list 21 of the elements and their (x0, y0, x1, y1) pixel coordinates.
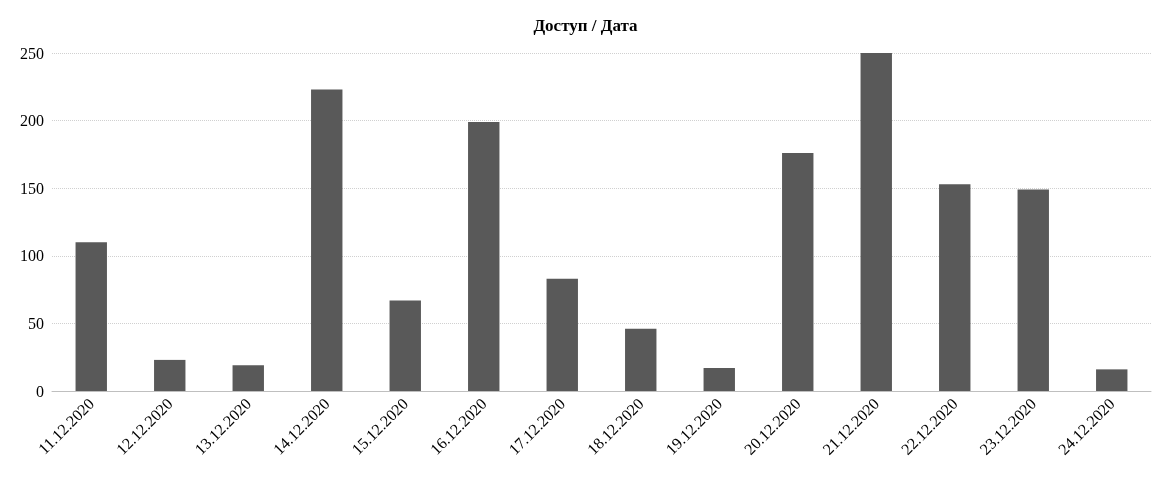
y-tick-label: 50 (28, 314, 44, 332)
y-tick-label: 150 (20, 179, 44, 197)
bar (703, 368, 735, 391)
y-tick-label: 0 (36, 382, 44, 400)
bar (75, 242, 107, 391)
bar (468, 121, 500, 391)
bar (232, 365, 264, 391)
bar (860, 53, 892, 391)
bar (1096, 369, 1128, 391)
y-tick-label: 100 (20, 247, 44, 265)
bar (625, 328, 657, 391)
bar (1017, 189, 1049, 391)
bar (939, 184, 971, 391)
bar (311, 89, 343, 391)
bar (546, 278, 578, 391)
bar (154, 359, 186, 391)
bar (782, 153, 814, 391)
y-tick-label: 200 (20, 112, 44, 130)
bar (389, 300, 421, 391)
y-tick-label: 250 (20, 44, 44, 62)
chart-title: Доступ / Дата (533, 16, 639, 35)
